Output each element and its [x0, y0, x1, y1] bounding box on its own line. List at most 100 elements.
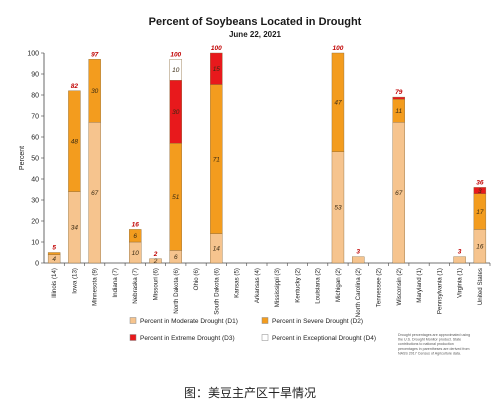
x-tick-label: Missouri (6) [153, 268, 160, 300]
legend: Percent in Moderate Drought (D1) Percent … [129, 317, 376, 342]
legend-label: Percent in Moderate Drought (D1) [140, 318, 238, 325]
x-tick-label: Kansas (5) [234, 268, 241, 298]
segment-label: 3 [478, 188, 482, 195]
segment-label: 34 [71, 225, 79, 232]
segment-label: 6 [133, 233, 137, 240]
note-line: the U.S. Drought Monitor product. State [398, 338, 461, 342]
y-tick-label: 70 [31, 113, 39, 120]
y-tick-label: 40 [31, 176, 39, 183]
axes: 0 10 20 30 40 50 60 70 80 90 100 Illinois (14) Iowa … [27, 50, 491, 317]
chart-title: Percent of Soybeans Located in Drought [149, 16, 362, 28]
bar-segment [47, 252, 61, 255]
x-tick-label: United States [477, 268, 484, 305]
segment-label: 10 [132, 250, 140, 257]
bar-segment [453, 256, 466, 264]
bar-segment [68, 90, 81, 192]
segment-label: 4 [52, 256, 56, 263]
x-tick-label: Iowa (13) [71, 268, 78, 294]
legend-swatch [129, 334, 137, 341]
data-note: Drought percentages are approximated usi… [398, 333, 470, 355]
y-tick-label: 30 [31, 197, 39, 204]
bars [47, 52, 487, 264]
total-label: 2 [153, 251, 158, 258]
x-tick-label: Indiana (7) [112, 268, 119, 298]
total-label: 97 [91, 51, 99, 58]
data-labels: 4 5 34 48 82 67 30 97 10 6 16 22 6 51 30 10 100 14 71 15 100… [52, 45, 484, 265]
legend-label: Percent in Exceptional Drought (D4) [272, 335, 376, 342]
segment-label: 53 [334, 205, 342, 212]
bar-segment [473, 187, 487, 194]
segment-label: 17 [476, 209, 484, 216]
segment-label: 30 [91, 88, 99, 95]
y-tick-label: 20 [31, 218, 39, 225]
note-line: contributions to national production [398, 342, 454, 346]
x-tick-label: Illinois (14) [51, 268, 58, 298]
bar-segment [352, 256, 365, 264]
bar-segment [392, 96, 405, 100]
chart-subtitle: June 22, 2021 [229, 30, 282, 39]
x-tick-label: South Dakota (6) [213, 268, 220, 315]
y-tick-label: 0 [35, 260, 39, 267]
segment-label: 67 [395, 190, 403, 197]
drought-chart: Percent of Soybeans Located in Drought J… [19, 16, 491, 355]
segment-label: 10 [172, 67, 180, 74]
y-tick-label: 50 [31, 155, 39, 162]
x-tick-label: Minnesota (9) [92, 268, 99, 306]
segment-label: 71 [213, 156, 221, 163]
figure-caption: 图：美豆主产区干旱情况 [183, 386, 316, 400]
legend-swatch [261, 334, 269, 341]
bar-segment [331, 52, 345, 152]
x-tick-label: Kentucky (2) [294, 268, 301, 303]
segment-label: 47 [334, 100, 342, 107]
legend-label: Percent in Extreme Drought (D3) [140, 335, 235, 342]
x-tick-label: Wisconsin (2) [396, 268, 403, 305]
y-tick-label: 90 [31, 71, 39, 78]
segment-label: 16 [476, 244, 484, 251]
x-tick-label: Arkansas (4) [254, 268, 261, 303]
note-line: Drought percentages are approximated usi… [398, 333, 470, 337]
legend-swatch [261, 317, 269, 324]
segment-label: 51 [172, 194, 180, 201]
x-tick-label: Michigan (2) [335, 268, 342, 302]
total-label: 16 [132, 221, 140, 228]
legend-swatch [129, 317, 137, 324]
x-tick-label: Maryland (1) [416, 268, 423, 303]
x-tick-label: Louisiana (2) [315, 268, 322, 304]
bar-segment [88, 59, 101, 123]
bar-segment [129, 229, 142, 243]
x-tick-label: North Dakota (6) [173, 268, 180, 314]
y-tick-label: 80 [31, 92, 39, 99]
x-tick-label: Pennsylvania (1) [436, 268, 443, 314]
total-label: 100 [211, 45, 222, 52]
total-label: 100 [170, 51, 181, 58]
segment-label: 67 [91, 190, 99, 197]
x-tick-label: Virginia (1) [457, 268, 464, 298]
total-label: 3 [356, 249, 360, 256]
total-label: 100 [333, 45, 344, 52]
note-line: percentages in parentheses are derived f… [398, 347, 470, 351]
y-axis-label: Percent [19, 146, 26, 170]
x-tick-label: Mississippi (3) [274, 268, 281, 307]
total-label: 5 [52, 245, 56, 252]
x-tick-label: Ohio (6) [193, 268, 200, 290]
bar-segment [169, 59, 182, 81]
bar-segment [149, 258, 162, 264]
total-label: 36 [476, 179, 484, 186]
total-label: 3 [458, 249, 462, 256]
segment-label: 2 [153, 258, 158, 265]
note-line: NASS 2017 Census of Agriculture data. [398, 351, 461, 355]
x-tick-label: Nebraska (7) [132, 268, 139, 304]
y-tick-label: 100 [27, 50, 39, 57]
segment-label: 11 [395, 108, 402, 115]
segment-label: 6 [174, 254, 178, 261]
bar-segment [210, 52, 223, 85]
segment-label: 30 [172, 109, 180, 116]
segment-label: 14 [213, 246, 221, 253]
total-label: 82 [71, 83, 79, 90]
legend-label: Percent in Severe Drought (D2) [272, 318, 363, 325]
y-tick-label: 10 [31, 239, 39, 246]
x-tick-label: North Carolina (2) [355, 268, 362, 317]
total-label: 79 [395, 89, 403, 96]
y-tick-label: 60 [31, 134, 39, 141]
segment-label: 15 [213, 66, 221, 73]
